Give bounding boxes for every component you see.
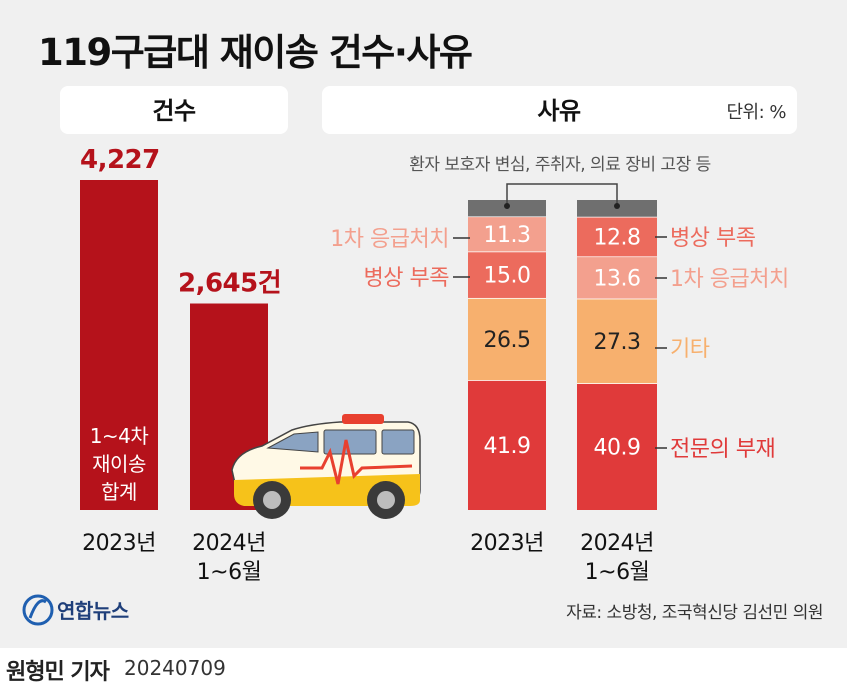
reason-segment-0-2 <box>468 251 546 298</box>
ambulance-part <box>323 429 377 455</box>
count-value-label-0: 4,227 <box>80 145 160 175</box>
bar-note-line-2: 합계 <box>101 480 137 504</box>
left-reason-label-0: 1차 응급처치 <box>330 227 449 252</box>
count-category-label-1b: 1~6월 <box>197 560 262 585</box>
ambulance-part <box>266 431 319 453</box>
reason-category-label-1b: 1~6월 <box>585 560 650 585</box>
logo-text: 연합뉴스 <box>57 599 129 623</box>
right-header-label: 사유 <box>537 97 581 125</box>
ambulance-part <box>381 429 415 455</box>
reason-value-label-0-2: 15.0 <box>484 264 531 289</box>
reason-segment-1-1 <box>577 298 657 384</box>
yonhap-logo-icon <box>22 594 54 626</box>
date: 20240709 <box>124 656 226 680</box>
bar-note-line-0: 1~4차 <box>90 424 149 448</box>
ambulance-part <box>342 414 384 424</box>
ambulance-part <box>300 439 413 485</box>
reason-segment-1-0 <box>577 383 657 510</box>
count-value-label-1: 2,645건 <box>178 269 281 299</box>
reason-value-label-0-3: 11.3 <box>484 223 531 248</box>
bracket-dot-1 <box>614 203 620 209</box>
reason-segment-1-3 <box>577 216 657 257</box>
reason-category-label-1a: 2024년 <box>580 531 654 556</box>
reason-category-label-0: 2023년 <box>470 531 544 556</box>
unit-label: 단위: % <box>726 102 786 123</box>
reason-value-label-1-1: 27.3 <box>594 330 641 355</box>
top-note-bracket <box>506 183 618 206</box>
page-title: 119구급대 재이송 건수·사유 <box>38 31 473 74</box>
right-header-box <box>322 86 797 134</box>
count-category-label-1a: 2024년 <box>192 531 266 556</box>
top-note: 환자 보호자 변심, 주취자, 의료 장비 고장 등 <box>409 155 711 175</box>
count-bar-0 <box>80 180 158 510</box>
right-reason-label-1: 1차 응급처치 <box>670 267 789 292</box>
bar-note-line-1: 재이송 <box>92 452 146 476</box>
reason-segment-0-3 <box>468 216 546 252</box>
right-reason-label-3: 전문의 부재 <box>670 437 775 462</box>
right-reason-label-2: 기타 <box>670 337 710 362</box>
bracket-dot-0 <box>504 203 510 209</box>
ambulance-part <box>377 491 395 509</box>
left-reason-label-1: 병상 부족 <box>364 266 450 291</box>
reason-value-label-0-1: 26.5 <box>484 328 531 353</box>
ambulance-part <box>263 491 281 509</box>
left-header-box <box>60 86 288 134</box>
reason-value-label-1-3: 12.8 <box>594 226 641 251</box>
reason-value-label-1-0: 40.9 <box>594 436 641 461</box>
reason-value-label-1-2: 13.6 <box>594 267 641 292</box>
right-reason-label-0: 병상 부족 <box>670 226 756 251</box>
footer <box>0 648 847 690</box>
source-text: 자료: 소방청, 조국혁신당 김선민 의원 <box>566 603 823 623</box>
yonhap-logo-icon-mark <box>28 599 47 619</box>
reason-segment-1-2 <box>577 256 657 299</box>
ambulance-icon <box>231 414 421 519</box>
byline: 원형민 기자 <box>6 660 110 685</box>
reason-segment-0-0 <box>468 380 546 510</box>
count-category-label-0: 2023년 <box>82 531 156 556</box>
left-header-label: 건수 <box>152 97 196 125</box>
reason-value-label-0-0: 41.9 <box>484 434 531 459</box>
reason-segment-0-1 <box>468 297 546 381</box>
